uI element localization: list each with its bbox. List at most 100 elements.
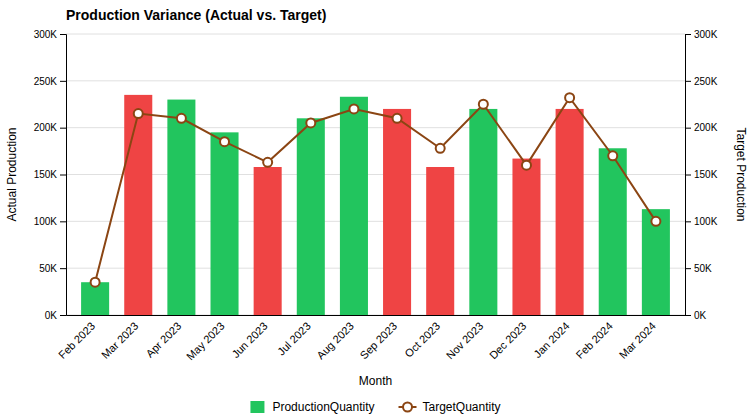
y2-axis: 0K 50K 100K 150K 200K 250K 300K <box>685 29 718 321</box>
grid-line <box>66 315 685 316</box>
legend-label: TargetQuantity <box>423 400 501 414</box>
tick-label: 250K <box>34 76 58 87</box>
marker <box>263 158 272 167</box>
tick: Dec 2023 <box>487 320 529 362</box>
marker <box>134 109 143 118</box>
tick: 300K <box>34 29 66 40</box>
tick-mark <box>60 268 66 269</box>
axis-line <box>67 315 686 316</box>
marker <box>479 100 488 109</box>
tick: 100K <box>685 216 718 227</box>
bar <box>297 118 325 315</box>
tick: Sep 2023 <box>357 320 399 362</box>
tick-mark <box>60 221 66 222</box>
title: Production Variance (Actual vs. Target) <box>66 7 326 23</box>
tick-label: 0K <box>694 310 707 321</box>
bar <box>340 97 368 315</box>
tick-mark <box>60 81 66 82</box>
tick-mark <box>685 221 691 222</box>
tick-label: 200K <box>694 122 718 133</box>
tick-mark <box>685 128 691 129</box>
marker <box>522 161 531 170</box>
marker <box>306 118 315 127</box>
tick: 250K <box>34 76 66 87</box>
tick-label: 0K <box>45 310 58 321</box>
grid-line <box>66 268 685 269</box>
tick-label: Nov 2023 <box>444 320 486 362</box>
tick-label: Jun 2023 <box>229 320 269 360</box>
tick: 300K <box>685 29 718 40</box>
tick: Jan 2024 <box>531 320 571 360</box>
tick: 250K <box>685 76 718 87</box>
tick-mark <box>60 315 66 316</box>
marker <box>565 93 574 102</box>
bars <box>81 95 670 315</box>
tick: Oct 2023 <box>402 320 442 360</box>
tick: 0K <box>45 310 66 321</box>
axis-line <box>686 35 692 316</box>
tick-label: Feb 2023 <box>56 320 97 361</box>
tick-label: 300K <box>34 29 58 40</box>
tick: 50K <box>685 263 712 274</box>
bar <box>469 109 497 315</box>
tick-mark <box>685 315 691 316</box>
axis-line <box>60 35 67 316</box>
x-axis: Feb 2023Mar 2023Apr 2023May 2023Jun 2023… <box>56 316 686 363</box>
tick-label: 150K <box>34 169 58 180</box>
grid-line <box>66 34 685 35</box>
tick-label: Jan 2024 <box>531 320 571 360</box>
tick: Nov 2023 <box>444 320 486 362</box>
bar <box>124 95 152 315</box>
tick-label: 150K <box>694 169 718 180</box>
marker <box>393 114 402 123</box>
y-axis-title: Actual Production <box>5 127 19 221</box>
tick-mark <box>60 175 66 176</box>
marker <box>608 151 617 160</box>
grid <box>66 34 685 315</box>
tick: 200K <box>685 122 718 133</box>
tick-label: Mar 2023 <box>99 320 140 361</box>
tick-label: 200K <box>34 122 58 133</box>
tick-mark <box>685 34 691 35</box>
y2-axis-title: Target Production <box>734 127 748 221</box>
tick: Jun 2023 <box>229 320 269 360</box>
tick: Apr 2023 <box>143 320 183 360</box>
marker <box>177 114 186 123</box>
tick-label: Dec 2023 <box>487 320 529 362</box>
line-series <box>91 93 661 287</box>
tick: Mar 2023 <box>99 320 140 361</box>
line <box>95 98 656 283</box>
plot: 0K50K100K150K200K250K300K0K50K100K150K20… <box>5 7 748 388</box>
tick-label: 100K <box>34 216 58 227</box>
tick-label: Sep 2023 <box>357 320 399 362</box>
tick-label: 50K <box>694 263 712 274</box>
marker <box>91 278 100 287</box>
tick: Jul 2023 <box>275 320 313 358</box>
bar <box>556 109 584 315</box>
legend: ProductionQuantity TargetQuantity <box>250 400 500 414</box>
tick-label: 250K <box>694 76 718 87</box>
grid-line <box>66 80 685 81</box>
bar <box>211 132 239 315</box>
tick-label: May 2023 <box>184 320 227 363</box>
grid-line <box>66 221 685 222</box>
bar <box>426 167 454 315</box>
tick-mark <box>60 128 66 129</box>
tick-mark <box>685 175 691 176</box>
y-axis: 0K50K100K150K200K250K300K <box>34 29 67 321</box>
tick-label: Mar 2024 <box>617 320 658 361</box>
legend-swatch <box>250 401 264 413</box>
legend-label: ProductionQuantity <box>272 400 374 414</box>
marker <box>349 104 358 113</box>
tick: May 2023 <box>184 320 227 363</box>
tick-label: Apr 2023 <box>143 320 183 360</box>
marker <box>651 217 660 226</box>
tick: 100K <box>34 216 66 227</box>
legend-marker <box>403 403 412 412</box>
tick-mark <box>60 34 66 35</box>
tick-label: 100K <box>694 216 718 227</box>
tick: 200K <box>34 122 66 133</box>
tick: Feb 2024 <box>574 320 615 361</box>
legend-item: TargetQuantity <box>399 400 501 414</box>
tick: Mar 2024 <box>617 320 658 361</box>
